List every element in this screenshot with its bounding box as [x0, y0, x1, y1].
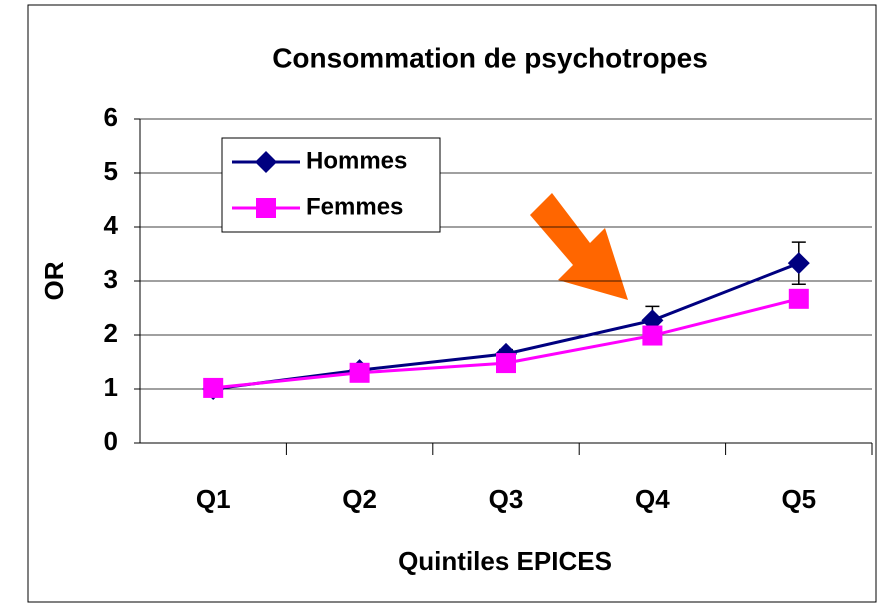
- data-point: [788, 288, 809, 309]
- y-tick-label: 4: [104, 210, 119, 240]
- x-tick-label: Q2: [342, 484, 377, 514]
- y-tick-label: 5: [104, 156, 118, 186]
- legend-marker: [255, 151, 277, 173]
- y-tick-label: 2: [104, 318, 118, 348]
- data-point: [203, 377, 224, 398]
- x-axis-label: Quintiles EPICES: [398, 546, 612, 576]
- x-tick-label: Q3: [489, 484, 524, 514]
- data-point: [642, 325, 663, 346]
- data-point: [787, 252, 810, 275]
- chart-title: Consommation de psychotropes: [272, 42, 708, 73]
- legend-label: Hommes: [306, 147, 407, 174]
- x-tick-label: Q4: [635, 484, 670, 514]
- chart-frame: [27, 4, 877, 603]
- data-point: [349, 362, 370, 383]
- legend-marker: [256, 198, 276, 218]
- x-tick-label: Q5: [781, 484, 816, 514]
- y-tick-label: 3: [104, 264, 118, 294]
- y-tick-label: 6: [104, 102, 118, 132]
- x-tick-label: Q1: [196, 484, 231, 514]
- y-axis-label: OR: [39, 261, 69, 300]
- annotation-arrow: [530, 193, 628, 300]
- legend-label: Femmes: [306, 193, 403, 220]
- y-tick-label: 1: [104, 372, 118, 402]
- y-tick-label: 0: [104, 426, 118, 456]
- data-point: [496, 353, 516, 374]
